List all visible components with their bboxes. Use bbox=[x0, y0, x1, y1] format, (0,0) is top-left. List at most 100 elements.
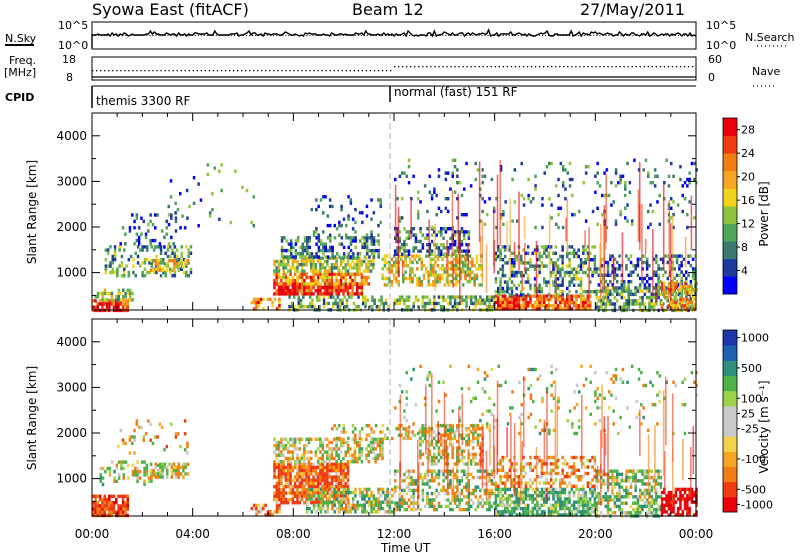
freq-dot bbox=[390, 70, 392, 72]
range-gate-cell bbox=[312, 506, 316, 511]
range-gate-cell bbox=[526, 293, 530, 297]
range-gate-cell bbox=[494, 254, 498, 259]
range-gate-cell bbox=[426, 236, 429, 240]
range-gate-cell bbox=[405, 491, 408, 496]
range-gate-cell bbox=[430, 301, 434, 306]
range-gate-cell bbox=[330, 462, 334, 466]
range-gate-cell bbox=[349, 272, 352, 276]
range-gate-cell bbox=[430, 479, 434, 483]
range-gate-cell bbox=[510, 267, 514, 271]
range-gate-cell bbox=[298, 501, 301, 505]
range-gate-cell bbox=[622, 295, 626, 300]
range-gate-cell bbox=[606, 260, 610, 265]
range-gate-cell bbox=[293, 269, 297, 273]
range-gate-cell bbox=[626, 203, 629, 207]
range-gate-cell bbox=[672, 200, 675, 204]
range-gate-cell bbox=[358, 450, 361, 454]
range-gate-cell bbox=[289, 485, 292, 489]
range-gate-cell bbox=[506, 300, 509, 305]
range-gate-cell bbox=[451, 174, 454, 178]
range-gate-cell bbox=[547, 280, 551, 284]
range-gate-cell bbox=[94, 305, 97, 309]
range-gate-cell bbox=[287, 465, 290, 470]
range-gate-cell bbox=[328, 285, 331, 290]
range-gate-cell bbox=[462, 449, 466, 453]
range-gate-cell bbox=[566, 286, 569, 291]
range-gate-cell bbox=[275, 462, 278, 466]
range-gate-cell bbox=[428, 174, 431, 178]
range-gate-cell bbox=[475, 257, 479, 261]
range-gate-cell bbox=[694, 292, 697, 297]
freq-dot bbox=[108, 70, 110, 72]
range-gate-cell bbox=[469, 430, 473, 434]
range-gate-cell bbox=[289, 491, 292, 495]
range-gate-cell bbox=[154, 226, 157, 230]
range-gate-cell bbox=[351, 266, 354, 270]
range-gate-cell bbox=[423, 427, 426, 431]
range-gate-cell bbox=[335, 490, 339, 495]
range-gate-cell bbox=[352, 301, 356, 306]
range-gate-cell bbox=[463, 230, 466, 234]
nsearch-dot bbox=[255, 35, 257, 36]
range-gate-cell bbox=[503, 297, 507, 302]
range-gate-cell bbox=[643, 286, 647, 290]
range-gate-cell bbox=[412, 498, 415, 502]
range-gate-cell bbox=[358, 292, 361, 296]
range-gate-cell bbox=[679, 288, 682, 292]
range-gate-cell bbox=[648, 264, 651, 268]
range-gate-cell bbox=[164, 270, 167, 275]
range-gate-cell bbox=[536, 304, 539, 308]
range-gate-cell bbox=[135, 422, 139, 426]
range-gate-cell bbox=[149, 462, 153, 466]
freq-dot bbox=[607, 66, 609, 68]
range-gate-spike bbox=[485, 244, 488, 293]
range-gate-cell bbox=[435, 455, 438, 460]
range-gate-cell bbox=[403, 507, 406, 512]
range-gate-cell bbox=[141, 245, 144, 249]
range-gate-cell bbox=[474, 495, 477, 499]
range-gate-cell bbox=[99, 479, 102, 483]
range-gate-cell bbox=[346, 450, 350, 454]
nsearch-dot bbox=[342, 35, 344, 36]
range-gate-cell bbox=[365, 510, 369, 514]
range-gate-cell bbox=[383, 260, 387, 265]
range-gate-cell bbox=[113, 470, 116, 474]
range-gate-spike bbox=[621, 232, 624, 282]
range-gate-cell bbox=[337, 447, 341, 451]
range-gate-cell bbox=[435, 301, 438, 306]
range-gate-cell bbox=[449, 479, 452, 483]
range-gate-cell bbox=[605, 168, 609, 172]
range-gate-cell bbox=[124, 302, 127, 306]
range-gate-cell bbox=[328, 490, 332, 495]
range-gate-cell bbox=[444, 491, 448, 496]
range-gate-cell bbox=[220, 163, 223, 167]
range-gate-cell bbox=[622, 280, 626, 284]
range-gate-cell bbox=[659, 257, 663, 261]
range-gate-cell bbox=[117, 295, 120, 299]
range-gate-cell bbox=[319, 242, 323, 246]
range-gate-cell bbox=[440, 249, 443, 253]
range-gate-cell bbox=[611, 286, 614, 290]
range-gate-cell bbox=[361, 301, 365, 306]
range-gate-cell bbox=[407, 298, 411, 302]
range-gate-cell bbox=[328, 475, 331, 479]
range-gate-cell bbox=[101, 295, 104, 299]
range-gate-cell bbox=[166, 261, 170, 265]
range-gate-cell bbox=[296, 456, 299, 461]
freq-dot bbox=[273, 70, 275, 72]
range-gate-cell bbox=[400, 423, 403, 428]
range-gate-cell bbox=[429, 264, 433, 268]
range-gate-cell bbox=[616, 280, 619, 284]
range-gate-cell bbox=[300, 494, 304, 498]
range-gate-cell bbox=[412, 469, 415, 473]
range-gate-cell bbox=[513, 270, 516, 275]
nsearch-dot bbox=[502, 35, 504, 36]
range-gate-cell bbox=[312, 475, 315, 479]
range-gate-cell bbox=[508, 300, 511, 305]
range-gate-cell bbox=[415, 276, 419, 281]
range-gate-cell bbox=[218, 169, 221, 173]
range-gate-cell bbox=[273, 297, 277, 302]
range-gate-cell bbox=[346, 475, 350, 479]
range-gate-cell bbox=[333, 263, 336, 267]
